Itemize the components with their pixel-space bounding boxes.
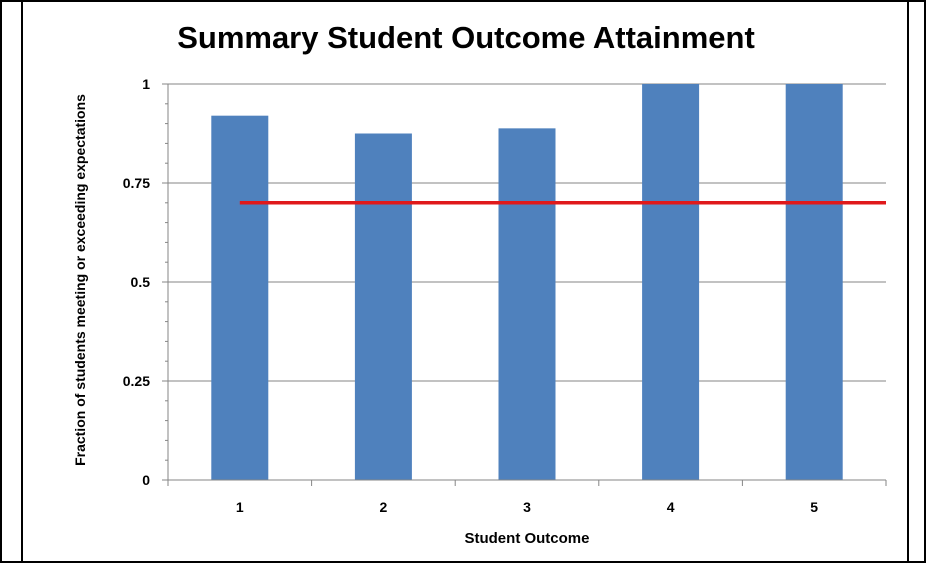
x-tick-label: 4 (667, 499, 675, 515)
bar-3 (499, 128, 556, 480)
y-axis-label: Fraction of students meeting or exceedin… (72, 94, 88, 466)
x-axis-label: Student Outcome (464, 530, 589, 547)
x-tick-label: 5 (810, 499, 818, 515)
x-tick-label: 2 (380, 499, 388, 515)
y-tick-label: 0.25 (123, 373, 150, 389)
x-tick-label: 1 (236, 499, 244, 515)
bar-1 (211, 116, 268, 480)
chart-title: Summary Student Outcome Attainment (177, 20, 755, 55)
y-tick-label: 1 (142, 76, 150, 92)
bar-2 (355, 134, 412, 481)
y-tick-label: 0 (142, 472, 150, 488)
y-tick-label: 0.5 (131, 274, 151, 290)
x-tick-label: 3 (523, 499, 531, 515)
bar-4 (642, 84, 699, 480)
bar-5 (786, 84, 843, 480)
y-tick-label: 0.75 (123, 175, 150, 191)
